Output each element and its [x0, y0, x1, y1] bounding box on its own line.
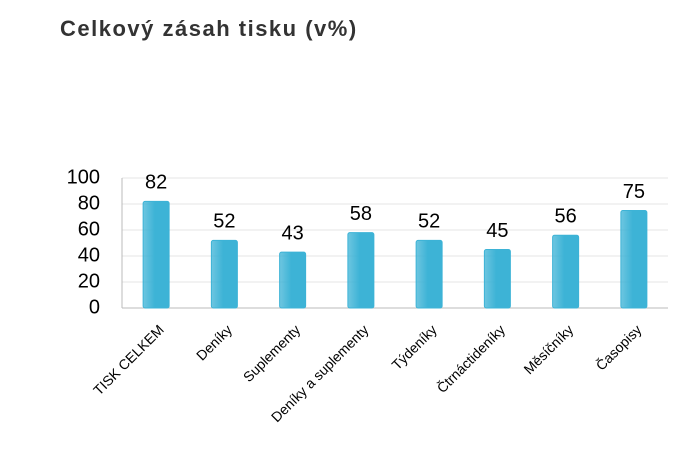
- y-tick-label: 80: [78, 192, 100, 214]
- bar: [142, 200, 170, 309]
- y-tick-label: 0: [89, 296, 100, 318]
- data-label: 58: [350, 203, 372, 225]
- data-label: 43: [282, 222, 304, 244]
- bar: [415, 239, 443, 309]
- bar: [210, 239, 238, 309]
- x-tick-label: Týdeníky: [388, 321, 439, 372]
- bar: [483, 249, 511, 309]
- data-label: 75: [623, 181, 645, 203]
- data-label: 52: [418, 211, 440, 233]
- data-label: 82: [145, 172, 167, 194]
- bar: [347, 232, 375, 309]
- x-tick-label: Časopisy: [593, 321, 645, 373]
- bar: [279, 251, 307, 309]
- chart-title: Celkový zásah tisku (v%): [60, 16, 358, 41]
- x-tick-label: Suplementy: [240, 321, 304, 385]
- bar: [620, 210, 648, 309]
- data-label: 56: [555, 205, 577, 227]
- y-tick-label: 20: [78, 270, 100, 292]
- x-tick-label: Čtrnáctideníky: [434, 321, 509, 396]
- y-tick-label: 40: [78, 244, 100, 266]
- bar: [552, 234, 580, 309]
- y-tick-label: 60: [78, 218, 100, 240]
- data-label: 52: [213, 211, 235, 233]
- data-label: 45: [486, 220, 508, 242]
- x-tick-label: Měsíčníky: [520, 321, 576, 377]
- x-tick-label: Deníky: [193, 321, 235, 363]
- x-tick-label: TISK CELKEM: [90, 321, 167, 398]
- y-tick-label: 100: [67, 166, 100, 188]
